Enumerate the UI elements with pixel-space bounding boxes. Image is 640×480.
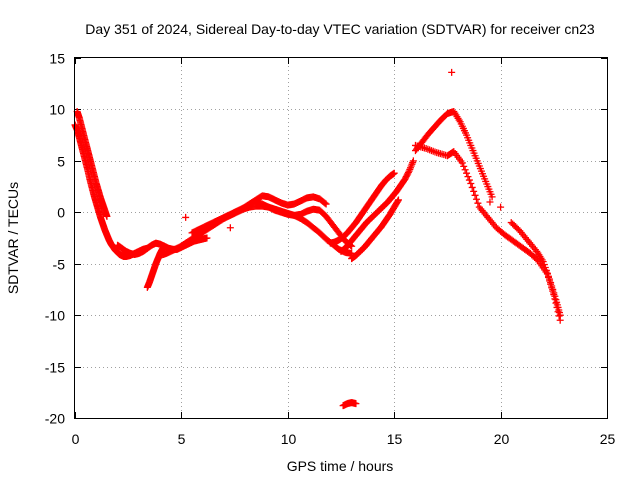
- data-point: [464, 173, 472, 181]
- y-tick-label: -5: [53, 257, 66, 273]
- x-tick-label: 0: [72, 431, 80, 447]
- data-point: [472, 195, 480, 203]
- data-layer: [71, 68, 564, 410]
- series-track-7: [252, 198, 356, 250]
- data-point: [549, 285, 557, 293]
- data-point: [550, 289, 558, 297]
- y-tick-label: 15: [49, 51, 65, 67]
- data-point: [390, 169, 398, 177]
- data-point: [547, 279, 555, 287]
- data-point: [551, 292, 559, 300]
- data-point: [448, 68, 456, 76]
- x-tick-label: 20: [494, 431, 510, 447]
- data-point: [463, 169, 471, 177]
- data-point: [103, 212, 111, 220]
- data-point: [460, 162, 468, 170]
- data-point: [474, 199, 482, 207]
- data-point: [465, 176, 473, 184]
- y-tick-label: -10: [45, 308, 65, 324]
- series-track-5: [156, 202, 356, 259]
- data-point: [321, 199, 329, 207]
- data-point: [226, 224, 234, 232]
- data-point: [556, 311, 564, 319]
- y-axis-label: SDTVAR / TECUs: [5, 182, 21, 294]
- series-track-9: [326, 169, 398, 247]
- y-tick-label: 10: [49, 102, 65, 118]
- x-axis-label: GPS time / hours: [287, 458, 394, 474]
- data-point: [486, 198, 494, 206]
- series-track-10: [348, 196, 402, 263]
- data-point: [497, 203, 505, 211]
- y-tick-label: -20: [45, 411, 65, 427]
- data-point: [461, 166, 469, 174]
- y-tick-label: 5: [57, 154, 65, 170]
- x-tick-label: 15: [387, 431, 403, 447]
- data-point: [203, 234, 211, 242]
- data-point: [409, 157, 417, 165]
- data-point: [468, 183, 476, 191]
- series-track-2: [73, 107, 111, 220]
- series-track-12: [411, 141, 564, 324]
- data-point: [322, 200, 330, 208]
- data-point: [471, 191, 479, 199]
- x-tick-label: 10: [281, 431, 297, 447]
- series-track-13: [507, 219, 564, 319]
- grid-layer: [75, 58, 607, 418]
- data-point: [182, 213, 190, 221]
- data-point: [467, 179, 475, 187]
- tick-layer: 0 5 10 15 20 25 -20 -15 -10 -5 0 5 10 15: [45, 51, 616, 448]
- data-point: [548, 282, 556, 290]
- series-track-6: [188, 192, 330, 237]
- y-tick-label: -15: [45, 360, 65, 376]
- series-track-11: [411, 107, 496, 201]
- series-track-14: [339, 399, 360, 410]
- series-outliers: [182, 68, 505, 232]
- chart-title: Day 351 of 2024, Sidereal Day-to-day VTE…: [85, 21, 595, 37]
- data-point: [160, 242, 168, 250]
- data-point: [394, 196, 402, 204]
- data-point: [458, 159, 466, 167]
- data-point: [470, 187, 478, 195]
- x-tick-label: 5: [178, 431, 186, 447]
- data-point: [488, 193, 496, 201]
- data-point: [404, 169, 412, 177]
- data-point: [394, 197, 402, 205]
- series-track-1: [71, 121, 151, 261]
- series-track-8: [337, 157, 417, 255]
- plot-frame: [74, 57, 608, 419]
- y-tick-label: 0: [57, 205, 65, 221]
- data-point: [352, 400, 360, 408]
- data-point: [546, 275, 554, 283]
- x-tick-label: 25: [600, 431, 616, 447]
